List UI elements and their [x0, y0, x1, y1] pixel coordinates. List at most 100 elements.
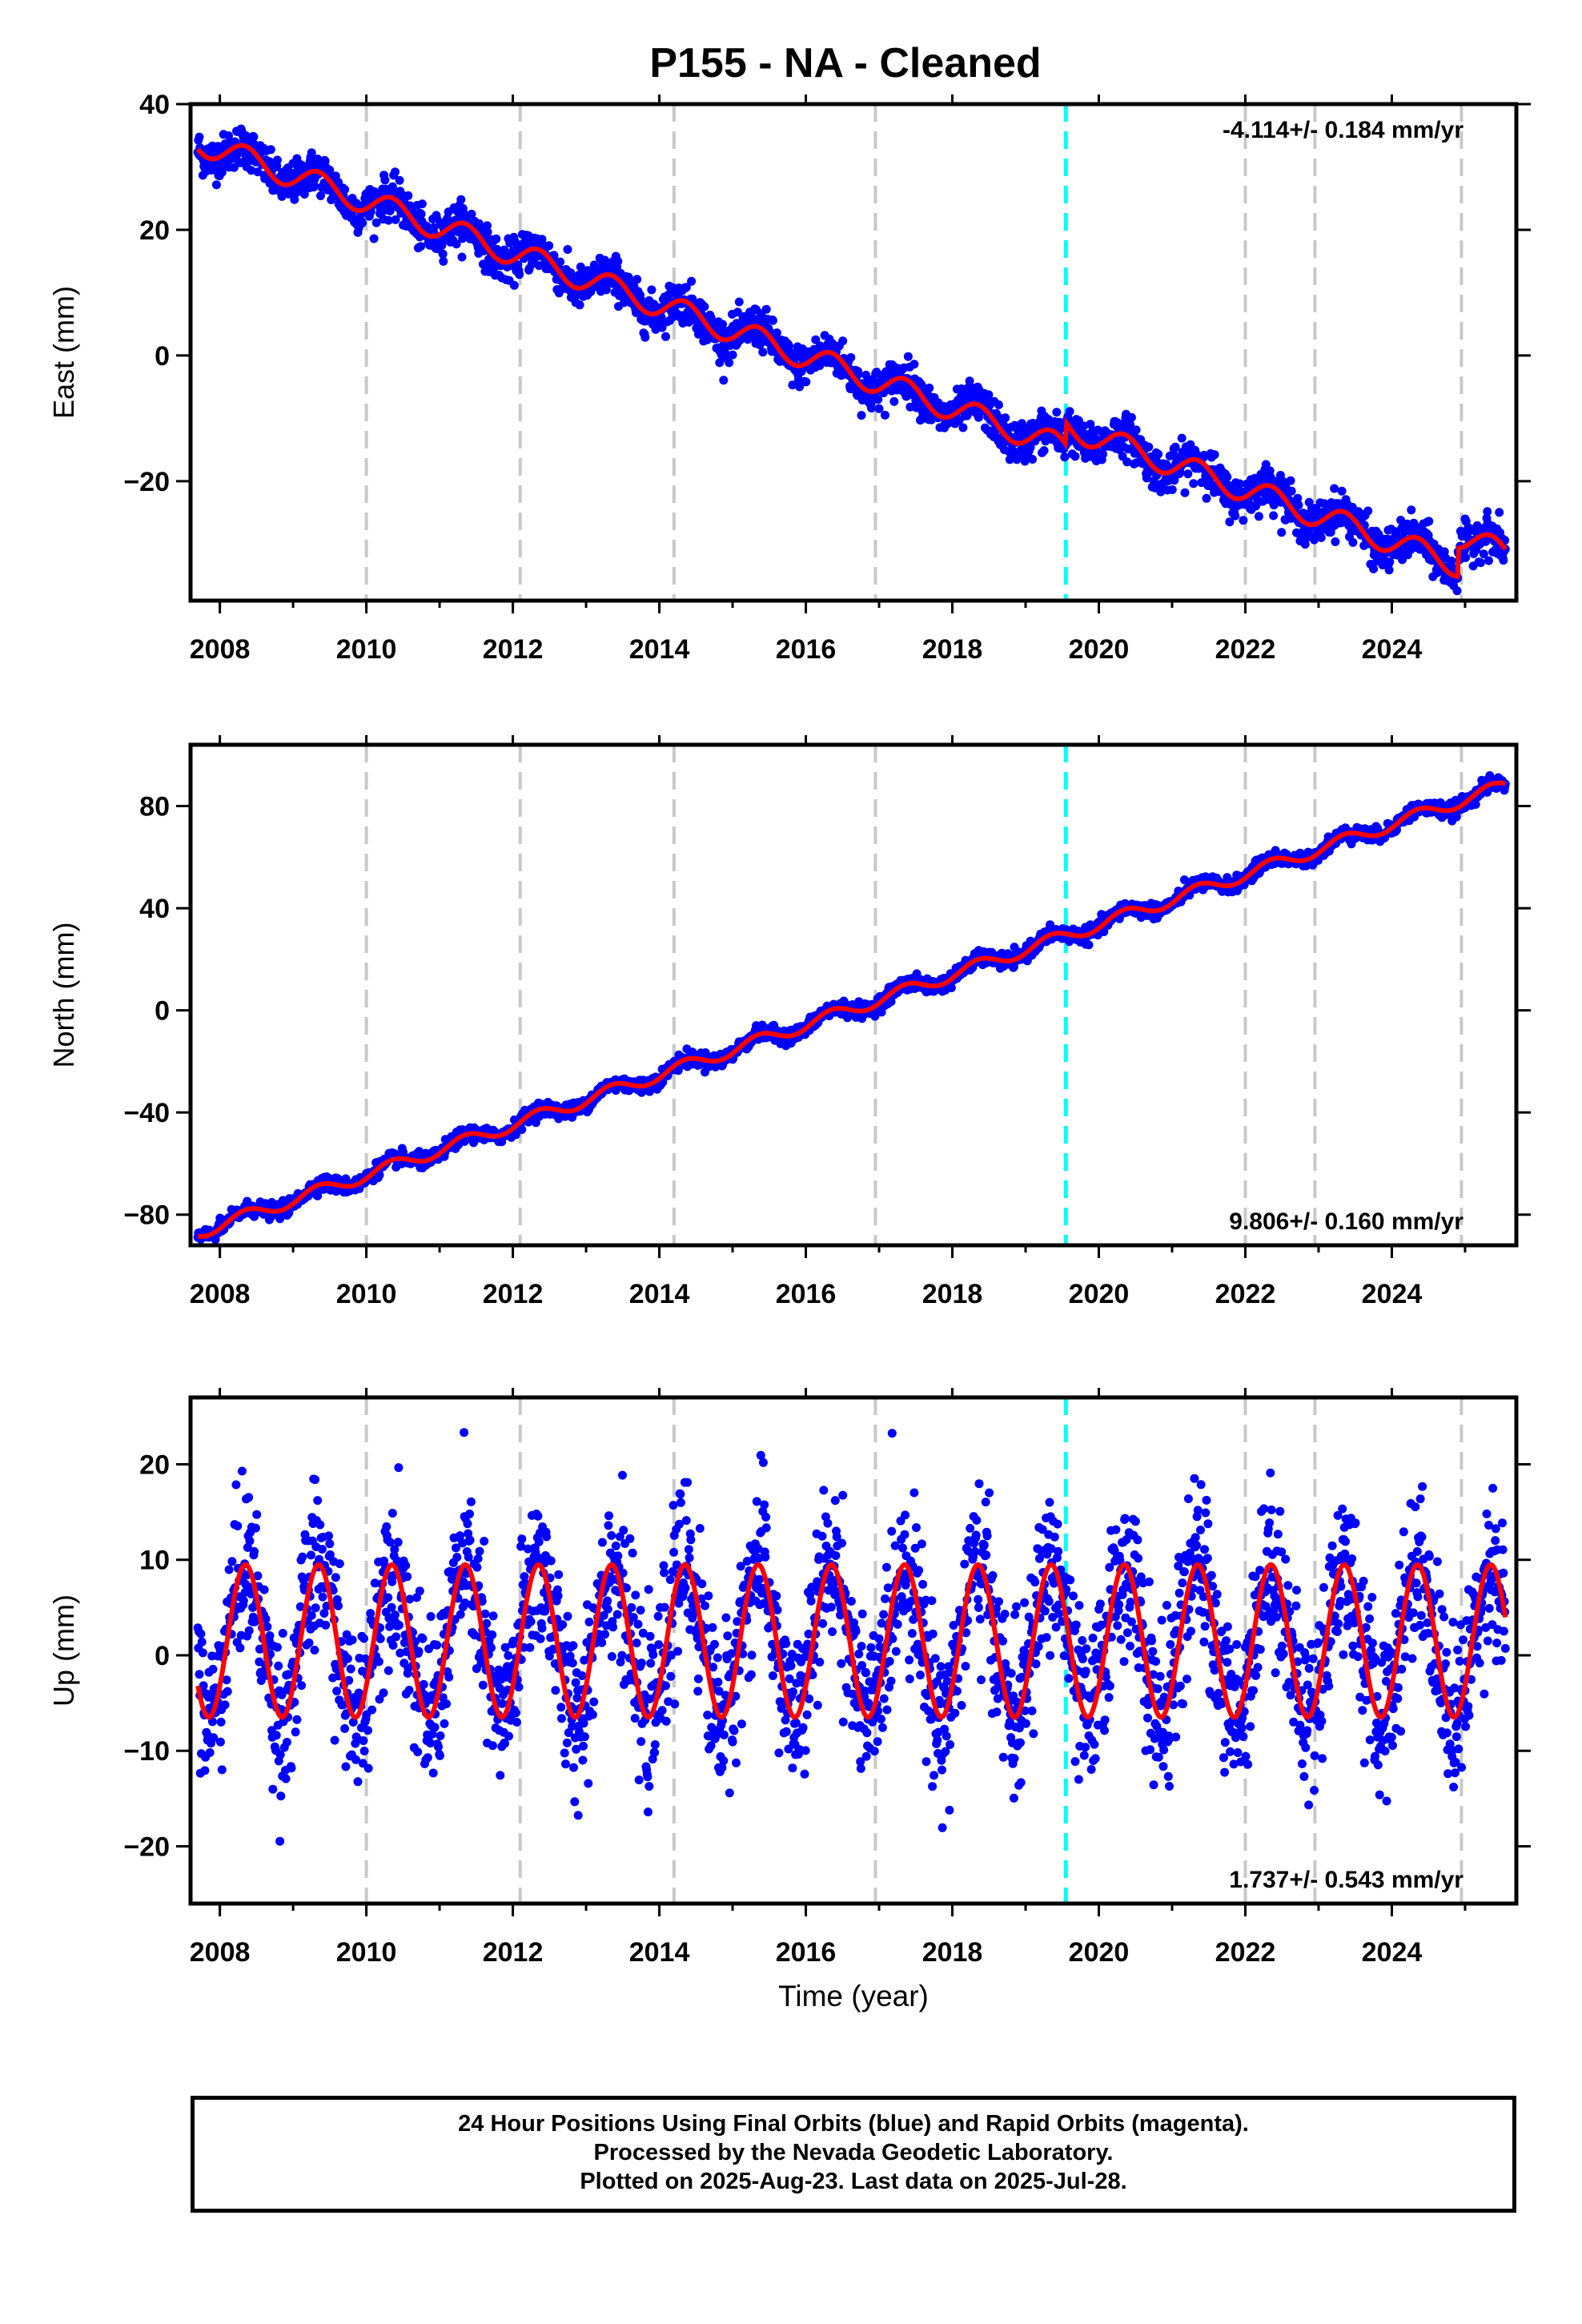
data-point: [728, 350, 737, 360]
data-point: [313, 1191, 323, 1200]
data-point: [467, 209, 476, 219]
y-tick-label: 0: [155, 341, 170, 372]
data-point: [1070, 452, 1080, 461]
data-point: [1452, 586, 1462, 596]
data-point: [914, 399, 924, 408]
data-point: [725, 358, 734, 368]
data-point: [1170, 442, 1180, 452]
data-point: [857, 411, 866, 420]
data-point: [1122, 457, 1132, 467]
data-point: [515, 270, 524, 279]
data-point: [601, 285, 611, 295]
data-point: [700, 302, 709, 312]
data-point: [575, 300, 584, 310]
data-point: [439, 256, 448, 266]
data-point: [1189, 479, 1199, 489]
data-point: [369, 234, 379, 243]
data-point: [1499, 556, 1508, 565]
data-point: [838, 336, 848, 346]
data-point: [1369, 564, 1379, 573]
data-point: [718, 320, 727, 329]
data-point: [756, 340, 765, 348]
data-point: [925, 384, 934, 392]
data-point: [1084, 940, 1094, 950]
data-point: [456, 195, 466, 204]
data-point: [1154, 449, 1163, 459]
x-tick-label: 2016: [776, 634, 837, 665]
data-point: [1231, 511, 1240, 521]
x-tick-label: 2024: [1362, 634, 1423, 665]
data-point: [438, 249, 448, 259]
data-point: [1286, 476, 1295, 485]
data-point: [1310, 535, 1319, 545]
data-point: [719, 376, 729, 385]
data-point: [788, 380, 797, 390]
data-point: [1210, 450, 1219, 460]
data-point: [1476, 558, 1485, 568]
data-point: [958, 423, 968, 432]
data-point: [1484, 556, 1493, 565]
data-point: [340, 185, 350, 195]
data-point: [1330, 484, 1339, 493]
data-point: [556, 257, 565, 267]
data-point: [889, 396, 899, 406]
data-point: [272, 155, 282, 165]
data-point: [861, 370, 871, 380]
data-point: [874, 404, 884, 413]
data-point: [416, 209, 426, 219]
data-point: [1348, 537, 1358, 547]
data-point: [1337, 486, 1347, 496]
data-point: [1098, 449, 1108, 459]
data-point: [249, 132, 259, 142]
data-point: [946, 983, 956, 992]
data-point: [801, 377, 811, 387]
panel-east: 2008 2010 2012 2014 2016 2018 2020 2022 2024−200…: [47, 90, 1531, 665]
data-points-north: [193, 771, 1510, 1244]
data-point: [846, 353, 856, 362]
data-point: [761, 304, 771, 314]
data-point: [391, 167, 400, 177]
data-point: [404, 191, 413, 200]
data-point: [853, 369, 863, 379]
data-point: [1363, 506, 1373, 516]
data-point: [253, 167, 263, 177]
data-point: [380, 175, 390, 185]
data-point: [1235, 479, 1244, 489]
data-point: [563, 245, 572, 254]
data-point: [1142, 473, 1151, 483]
data-point: [391, 215, 400, 224]
data-point: [867, 404, 876, 413]
y-axis-label-east: East (mm): [47, 286, 80, 419]
data-point: [1239, 516, 1248, 525]
data-point: [217, 167, 227, 177]
data-point: [1424, 517, 1434, 526]
data-point: [358, 219, 367, 227]
x-tick-label: 2008: [190, 634, 251, 665]
y-tick-label: −20: [123, 467, 170, 497]
data-point: [640, 332, 650, 342]
data-point: [1254, 512, 1263, 521]
data-point: [1269, 511, 1279, 521]
data-point: [733, 308, 742, 317]
data-point: [1167, 485, 1177, 494]
data-point: [1384, 565, 1394, 575]
data-point: [1293, 493, 1303, 503]
panel-north: 2008 2010 2012 2014 2016 2018 2020 2022 2024−80−…: [47, 735, 1531, 1309]
data-point: [500, 245, 509, 255]
data-point: [1199, 450, 1209, 460]
data-point: [1407, 505, 1416, 515]
data-point: [1225, 517, 1235, 527]
data-point: [266, 145, 275, 155]
data-point: [903, 352, 913, 361]
data-point: [815, 361, 825, 371]
data-point: [1472, 521, 1482, 530]
x-tick-label: 2010: [336, 634, 397, 665]
data-point: [706, 313, 716, 323]
data-point: [1202, 493, 1211, 503]
x-tick-label: 2022: [1215, 634, 1276, 665]
data-point: [811, 335, 821, 344]
data-point: [1287, 486, 1296, 496]
data-point: [1261, 460, 1271, 469]
data-point: [1060, 452, 1070, 462]
data-point: [984, 390, 994, 400]
